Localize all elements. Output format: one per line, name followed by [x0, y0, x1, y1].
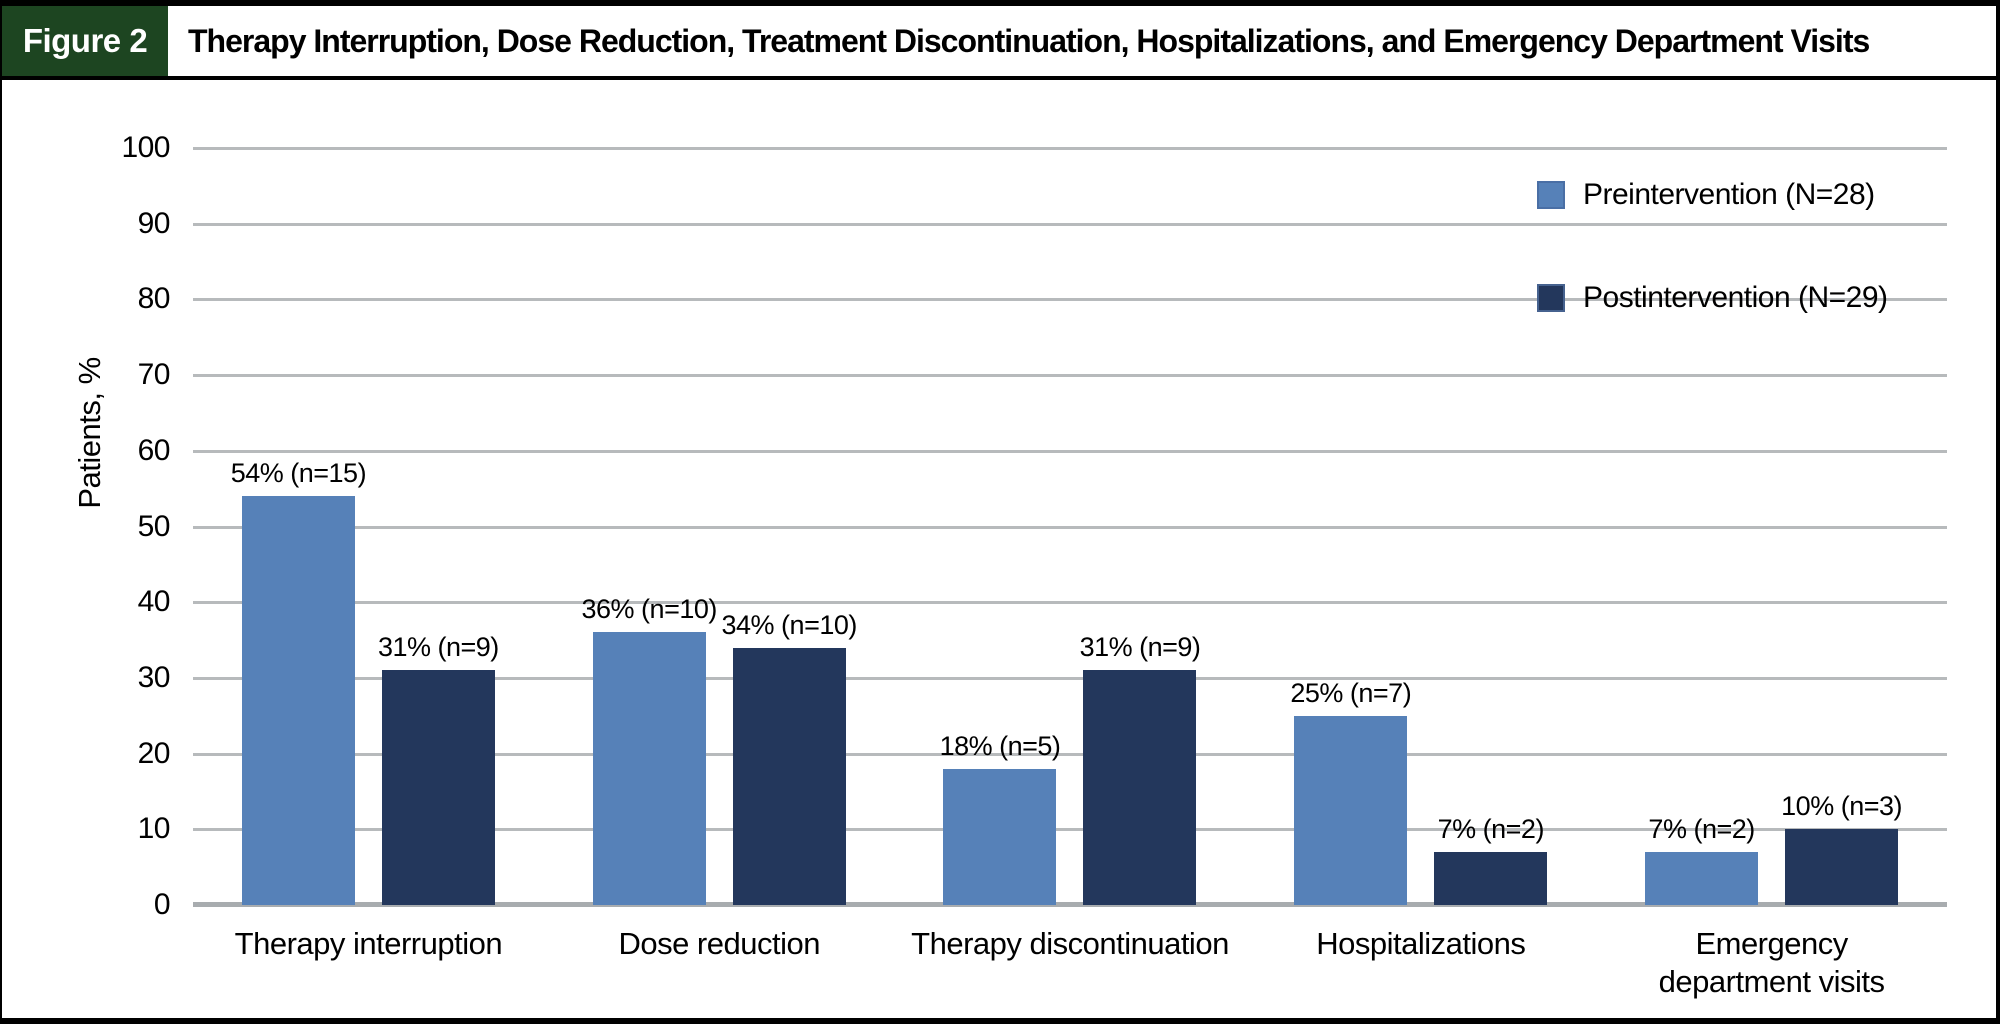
x-category-label: Therapy interruption [234, 926, 503, 961]
bar-series-1-category-3: 7% (n=2) [1434, 814, 1548, 905]
bar-value-label: 7% (n=2) [1648, 814, 1755, 845]
gridline [193, 147, 1947, 150]
y-tick-label: 80 [137, 282, 171, 316]
bar-group: 36% (n=10) 34% (n=10) [544, 148, 895, 905]
x-axis-baseline [193, 902, 1947, 907]
gridline [193, 601, 1947, 605]
legend: Preintervention (N=28) Postintervention … [1537, 178, 1888, 315]
bar-value-label: 18% (n=5) [939, 730, 1061, 761]
bar-value-label: 25% (n=7) [1290, 677, 1412, 708]
postintervention-swatch-icon [1537, 284, 1565, 312]
figure-number-label: Figure 2 [22, 22, 148, 59]
figure-header: Figure 2 Therapy Interruption, Dose Redu… [2, 6, 1996, 76]
legend-item-preintervention: Preintervention (N=28) [1537, 178, 1888, 212]
chart-area: Patients, % 0 10 20 30 40 50 60 70 80 90 100 54% (… [2, 80, 1996, 1018]
bar-group: 54% (n=15) 31% (n=9) [193, 148, 544, 905]
y-tick-label: 0 [153, 888, 171, 921]
x-axis-category-labels: Therapy interruption Dose reduction Therap… [193, 925, 1947, 1001]
x-category-label: Emergency department visits [1658, 926, 1885, 999]
gridline [193, 525, 1947, 529]
bar-value-label: 10% (n=3) [1781, 791, 1902, 822]
bar-series-0-category-3: 25% (n=7) [1290, 678, 1412, 905]
gridline [193, 676, 1947, 680]
bar-series-1-category-2: 31% (n=9) [1080, 632, 1201, 905]
frame-left-border [0, 0, 2, 1024]
gridline [193, 222, 1947, 226]
bar-series-0-category-2: 18% (n=5) [940, 731, 1061, 905]
bar-value-label: 54% (n=15) [230, 458, 367, 489]
bar-value-label: 36% (n=10) [581, 594, 718, 625]
legend-label-postintervention: Postintervention (N=29) [1583, 281, 1888, 314]
gridline [193, 752, 1947, 756]
bar-value-label: 34% (n=10) [721, 609, 858, 640]
frame-right-border [1996, 0, 2000, 1024]
bar-value-label: 31% (n=9) [377, 632, 499, 663]
frame-top-border [0, 0, 2000, 6]
y-tick-label: 70 [137, 358, 171, 392]
y-tick-label: 40 [137, 585, 171, 619]
bar-series-1-category-4: 10% (n=3) [1781, 791, 1902, 905]
bar-series-1-category-1: 34% (n=10) [722, 610, 857, 905]
figure-title-text: Therapy Interruption, Dose Reduction, Tr… [188, 22, 1870, 59]
plot-area: 54% (n=15) 31% (n=9) 36% (n=10) 34% (n=10) 1… [193, 147, 1947, 907]
x-category-label: Therapy discontinuation [911, 926, 1229, 961]
bar-group: 25% (n=7) 7% (n=2) [1245, 148, 1596, 905]
bar-groups: 54% (n=15) 31% (n=9) 36% (n=10) 34% (n=10) 1… [193, 148, 1947, 905]
figure-title: Therapy Interruption, Dose Reduction, Tr… [188, 6, 1992, 76]
bar-value-label: 31% (n=9) [1079, 632, 1201, 663]
gridline [193, 298, 1947, 302]
y-tick-label: 100 [121, 131, 170, 164]
bar-series-1-category-0: 31% (n=9) [378, 632, 499, 905]
frame-bottom-border [0, 1018, 2000, 1024]
y-axis-tick-labels: 0 10 20 30 40 50 60 70 80 90 100 [2, 80, 170, 1018]
figure-number-badge: Figure 2 [2, 6, 168, 76]
gridline [193, 449, 1947, 453]
bar-group: 7% (n=2) 10% (n=3) [1596, 148, 1947, 905]
legend-label-preintervention: Preintervention (N=28) [1583, 178, 1875, 211]
y-tick-label: 30 [137, 660, 171, 694]
legend-item-postintervention: Postintervention (N=29) [1537, 281, 1888, 315]
bar-series-0-category-0: 54% (n=15) [231, 458, 367, 905]
bar-value-label: 7% (n=2) [1437, 814, 1545, 845]
y-tick-label: 10 [137, 812, 171, 846]
header-divider-line [0, 76, 2000, 80]
bar-series-0-category-1: 36% (n=10) [582, 594, 717, 905]
y-tick-label: 20 [137, 736, 171, 770]
y-tick-label: 90 [137, 206, 171, 240]
preintervention-swatch-icon [1537, 181, 1565, 209]
y-tick-label: 60 [137, 433, 171, 467]
bar-series-0-category-4: 7% (n=2) [1645, 814, 1759, 905]
x-category-label: Hospitalizations [1316, 926, 1526, 961]
gridline [193, 374, 1947, 378]
x-category-label: Dose reduction [618, 926, 820, 961]
gridline [193, 828, 1947, 832]
bar-group: 18% (n=5) 31% (n=9) [895, 148, 1246, 905]
y-tick-label: 50 [137, 509, 171, 543]
